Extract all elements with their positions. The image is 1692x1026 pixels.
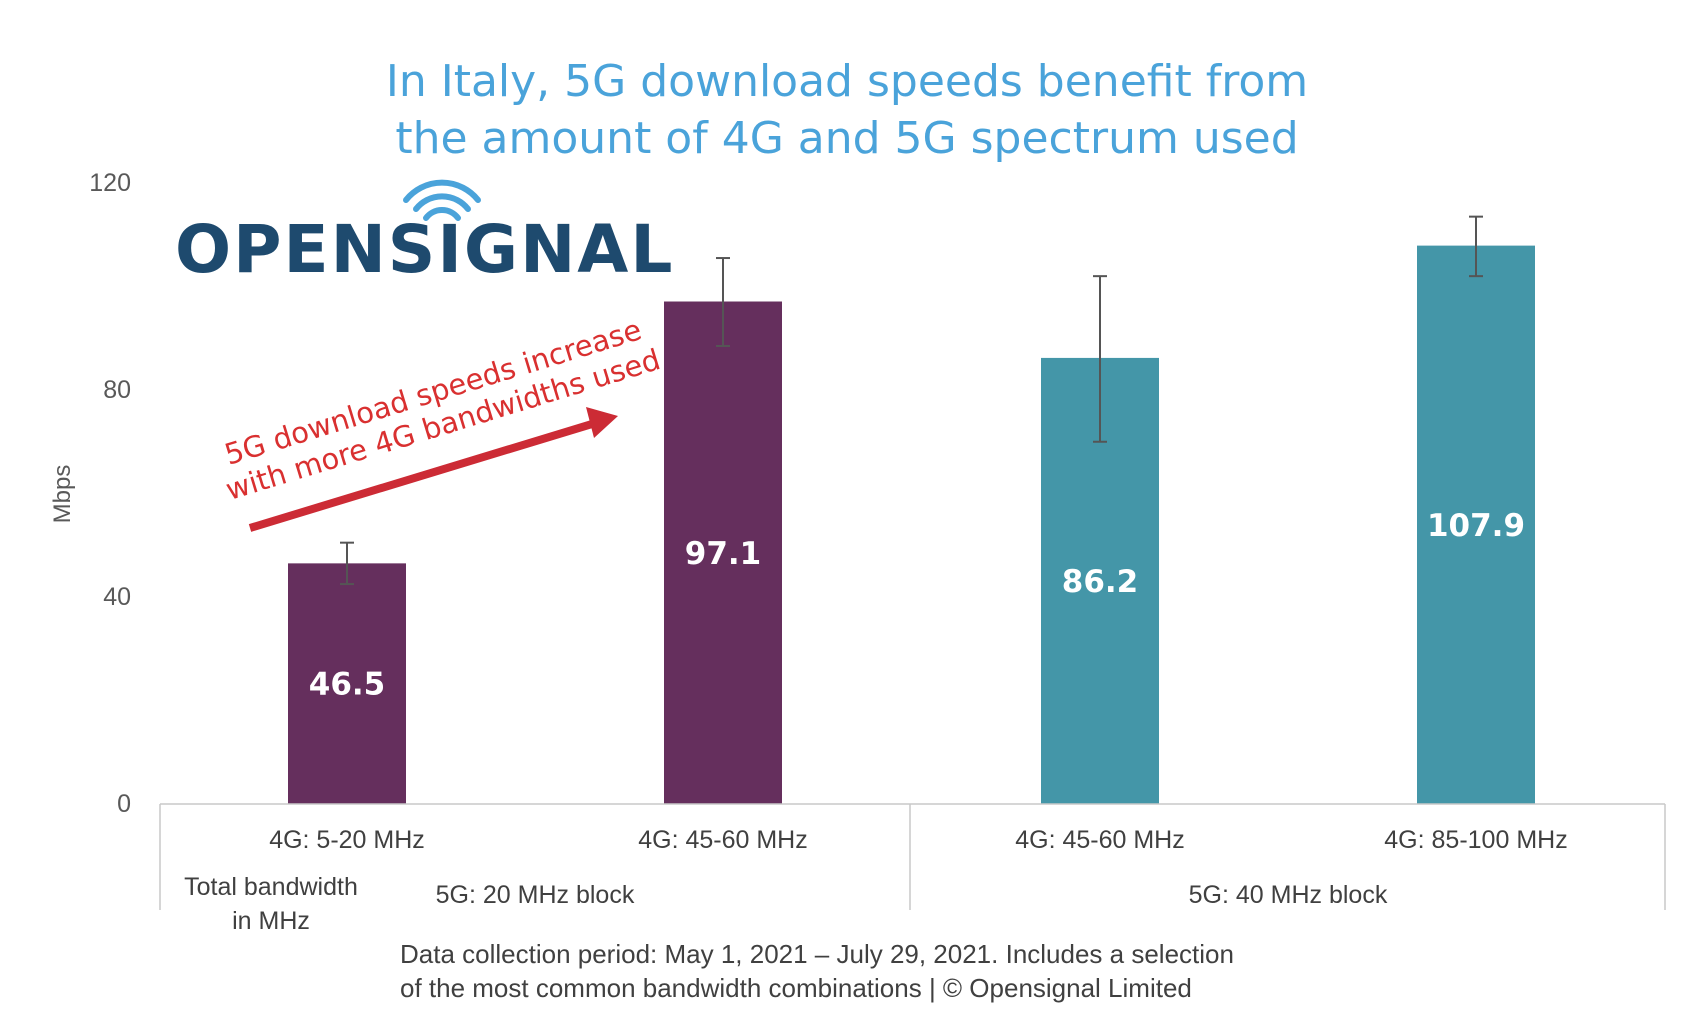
chart-title-line-1: In Italy, 5G download speeds benefit fro…	[386, 56, 1308, 107]
bars	[288, 245, 1535, 804]
bar	[288, 563, 406, 804]
logo-text: OPENSIGNAL	[175, 211, 674, 288]
error-bar	[1469, 215, 1483, 278]
data-label: 97.1	[685, 536, 762, 572]
data-labels: 46.5 97.1 86.2 107.9	[309, 508, 1525, 703]
error-bar	[1093, 275, 1107, 443]
footnote-line-1: Data collection period: May 1, 2021 – Ju…	[400, 939, 1234, 969]
group-label-5g-20mhz: 5G: 20 MHz block	[436, 881, 635, 909]
y-tick-label: 80	[103, 376, 131, 404]
trend-arrow	[248, 407, 618, 532]
signal-icon	[403, 179, 481, 221]
error-bar	[716, 257, 730, 348]
y-tick-label: 0	[117, 790, 131, 818]
axis-group-title-line-1: Total bandwidth	[184, 873, 358, 901]
x-category-label: 4G: 85-100 MHz	[1384, 826, 1567, 854]
data-label: 86.2	[1062, 564, 1139, 600]
x-category-label: 4G: 45-60 MHz	[1015, 826, 1185, 854]
axis-group-title-line-2: in MHz	[232, 907, 310, 935]
x-category-labels: 4G: 5-20 MHz 4G: 45-60 MHz 4G: 45-60 MHz 4G…	[269, 826, 1568, 854]
opensignal-logo: OPENSIGNAL	[175, 179, 674, 288]
x-category-label: 4G: 45-60 MHz	[638, 826, 808, 854]
y-axis-label: Mbps	[49, 465, 76, 524]
annotation: 5G download speeds increase with more 4G…	[221, 312, 665, 507]
data-label: 107.9	[1427, 508, 1525, 544]
x-axis-table	[159, 803, 1666, 910]
error-bar	[340, 541, 354, 586]
bar	[1417, 245, 1535, 804]
error-bars	[340, 215, 1483, 586]
group-label-5g-40mhz: 5G: 40 MHz block	[1189, 881, 1388, 909]
x-category-label: 4G: 5-20 MHz	[269, 826, 425, 854]
y-tick-label: 40	[103, 583, 131, 611]
data-label: 46.5	[309, 667, 386, 703]
bar	[664, 301, 782, 804]
y-ticks: 0 40 80 120	[89, 169, 131, 818]
y-tick-label: 120	[89, 169, 131, 197]
footnote-line-2: of the most common bandwidth combination…	[400, 973, 1192, 1003]
chart-title-line-2: the amount of 4G and 5G spectrum used	[395, 113, 1298, 164]
